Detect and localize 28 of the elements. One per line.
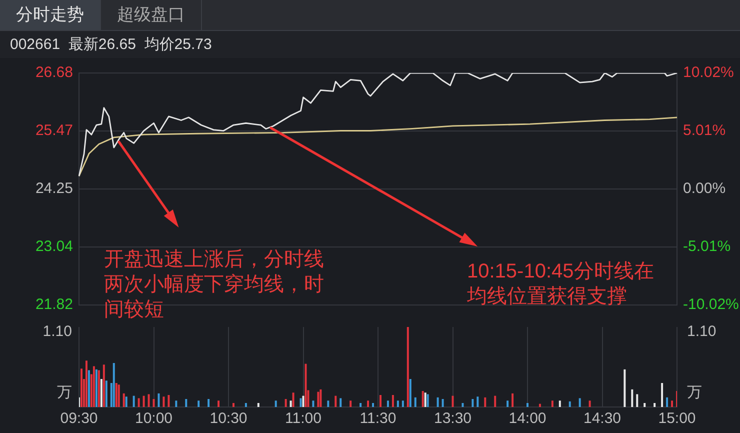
text: 1.10 [687,323,716,340]
y-tick-label: 25.47 [35,122,73,139]
x-tick-label: 11:00 [285,410,322,428]
y2-tick-label: 10.02% [683,64,734,82]
y-tick-label: 21.82 [35,296,73,314]
text: 分时走势 [0,0,101,30]
y-tick-label: 24.25 [35,180,73,198]
y-tick-label: 23.04 [35,238,73,255]
annotation: 开盘迅速上涨后，分时线两次小幅度下穿均线，时间较短 [104,248,324,321]
x-tick-label: 14:00 [508,410,546,428]
x-tick-label: 13:30 [434,410,472,428]
y2-tick-label: -10.02% [683,296,739,314]
y-tick-label: 26.68 [35,64,73,82]
y2-tick-label: 0.00% [683,180,726,198]
x-tick-label: 10:30 [210,410,248,428]
text: 万 [57,384,72,402]
text: 超级盘口 [101,0,202,30]
y2-tick-label: 5.01% [683,122,726,140]
x-tick-label: 09:30 [60,410,98,428]
annotation: 10:15-10:45分时线在均线位置获得支撑 [466,260,654,308]
y2-tick-label: -5.01% [683,238,731,256]
x-tick-label: 15:00 [658,410,696,428]
text: 1.10 [42,323,72,340]
chart-title: 002661 最新26.65 均价25.73 [0,31,740,58]
x-tick-label: 14:30 [583,410,622,428]
x-tick-label: 10:00 [134,410,173,428]
text: 万 [687,384,702,402]
x-tick-label: 11:30 [360,410,396,428]
